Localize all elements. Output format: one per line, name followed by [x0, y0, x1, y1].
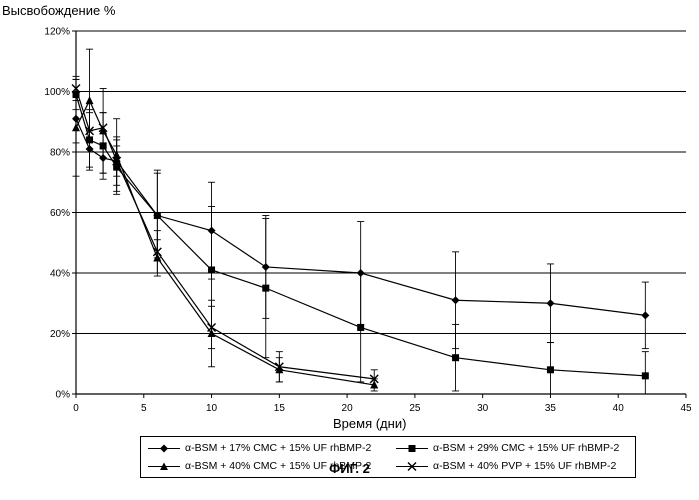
figure-caption: ФИГ. 2 — [0, 461, 699, 476]
x-tick-label-0: 0 — [73, 403, 79, 414]
x-tick-label-2: 10 — [206, 403, 218, 414]
data-point-s2-p11 — [642, 372, 649, 379]
legend-label-series-1: α-BSM + 17% CMC + 15% UF rhBMP-2 — [185, 440, 371, 457]
series-line-3 — [76, 101, 374, 385]
x-tick-label-1: 5 — [141, 403, 147, 414]
y-tick-label-6: 120% — [44, 27, 70, 38]
data-point-s2-p8 — [357, 324, 364, 331]
legend-marker-square-icon — [395, 442, 429, 455]
data-point-s1-p10 — [546, 299, 554, 307]
y-tick-label-5: 100% — [44, 87, 70, 98]
data-point-s1-p9 — [452, 296, 460, 304]
data-point-s2-p7 — [262, 285, 269, 292]
x-tick-label-5: 25 — [409, 403, 421, 414]
data-point-s1-p11 — [641, 311, 649, 319]
legend-label-series-2: α-BSM + 29% CMC + 15% UF rhBMP-2 — [433, 440, 619, 457]
x-axis-title: Время (дни) — [333, 416, 406, 431]
x-tick-label-7: 35 — [545, 403, 557, 414]
x-tick-label-4: 20 — [342, 403, 354, 414]
y-tick-label-3: 60% — [50, 208, 70, 219]
y-tick-label-2: 40% — [50, 269, 70, 280]
x-tick-label-3: 15 — [274, 403, 286, 414]
x-tick-label-6: 30 — [477, 403, 489, 414]
data-point-s2-p9 — [452, 354, 459, 361]
x-tick-label-9: 45 — [680, 403, 692, 414]
series-line-4 — [76, 88, 374, 378]
data-point-s2-p6 — [208, 266, 215, 273]
y-tick-label-1: 20% — [50, 329, 70, 340]
y-tick-label-0: 0% — [56, 390, 71, 401]
y-tick-label-4: 80% — [50, 148, 70, 159]
x-tick-label-8: 40 — [613, 403, 625, 414]
data-point-s2-p5 — [154, 212, 161, 219]
data-point-s3-p2 — [86, 96, 94, 104]
data-point-s2-p10 — [547, 366, 554, 373]
plot-area: 0% 20% 40% 60% 80% 100% 120% 0 5 10 15 20 25 30 35 40 45 — [0, 0, 699, 415]
legend-marker-diamond-icon — [147, 442, 181, 455]
